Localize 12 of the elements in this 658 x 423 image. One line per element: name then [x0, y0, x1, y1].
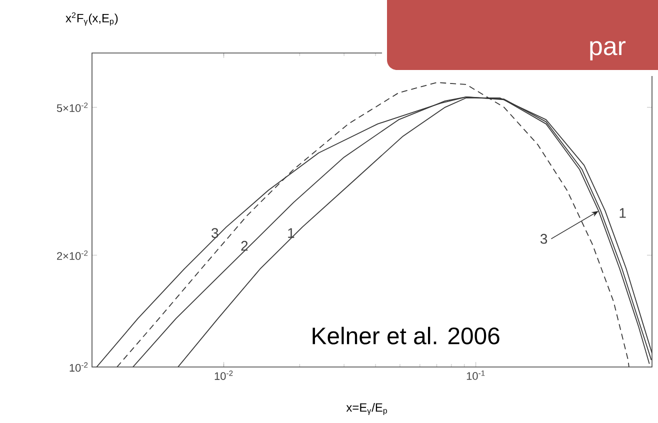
y-tick-label: 10$^{-2}$ — [70, 362, 88, 372]
y-axis-title: x$^{2}$F$_{γ}$(x,E$_{p}$) — [66, 12, 118, 26]
annotation: Kelner et al. 2006 — [312, 326, 500, 344]
y-tick-label: 2×10$^{-2}$ — [57, 250, 88, 260]
text: 1 — [288, 228, 294, 238]
text: 3 — [540, 234, 548, 244]
x-axis-title: x=E$_{γ}$/E$_{p}$ — [346, 402, 387, 416]
y-tick-label: 5×10$^{-2}$ — [56, 102, 88, 112]
x-tick-label: 10$^{-1}$ — [466, 370, 485, 380]
legend-label: 1 — [620, 208, 626, 218]
series-label: 2 — [241, 240, 248, 251]
annotation: par — [590, 41, 626, 60]
